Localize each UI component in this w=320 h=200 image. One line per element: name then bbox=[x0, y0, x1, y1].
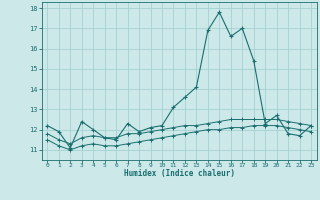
X-axis label: Humidex (Indice chaleur): Humidex (Indice chaleur) bbox=[124, 169, 235, 178]
